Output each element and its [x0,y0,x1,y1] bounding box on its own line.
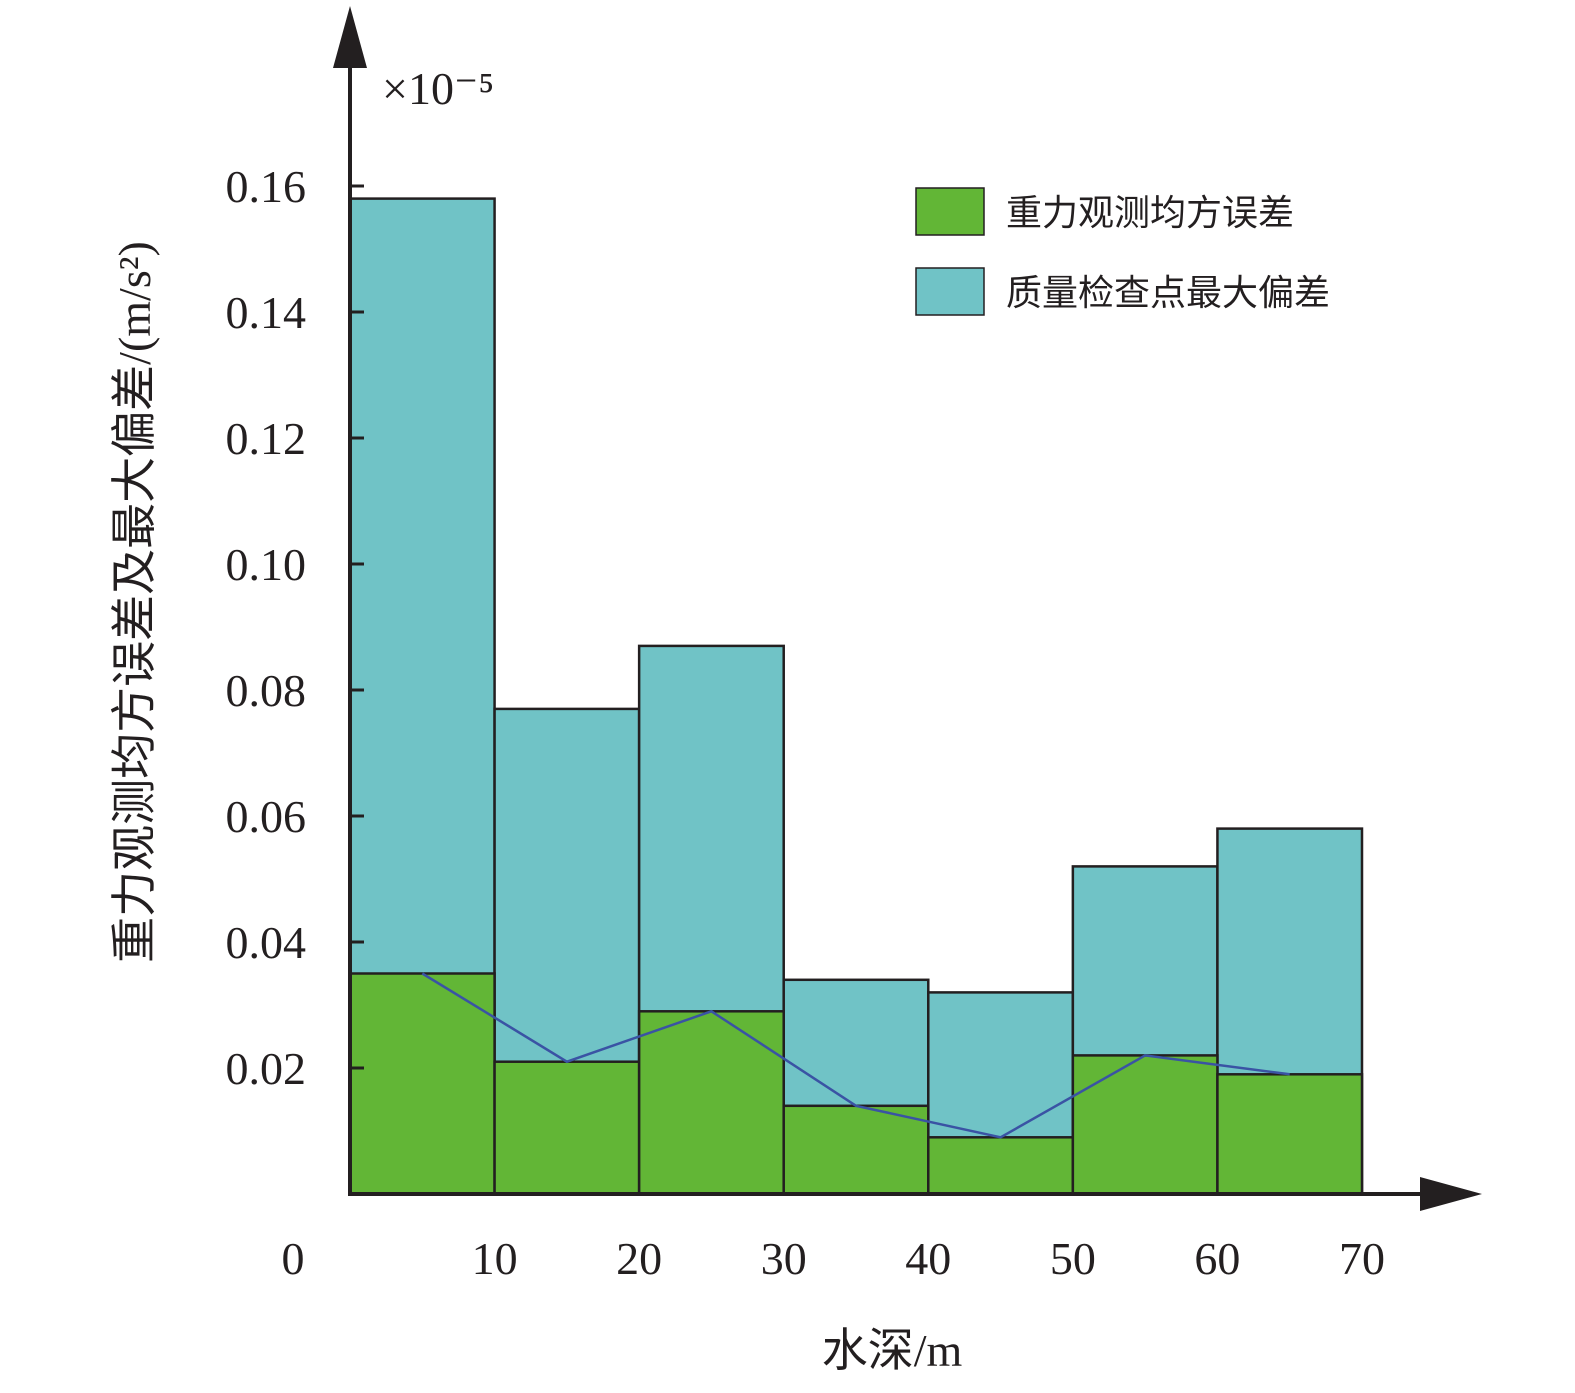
y-tick-label: 0.14 [226,287,307,338]
rmse-bar [927,1136,1075,1196]
x-tick-label: 30 [761,1233,807,1284]
legend: 重力观测均方误差 质量检查点最大偏差 [915,187,1330,316]
rmse-bar [1216,1073,1364,1196]
legend-swatch-rmse [915,187,985,236]
x-tick-label: 60 [1194,1233,1240,1284]
y-ticks: 0.02 0.04 0.06 0.08 0.10 0.12 0.14 0.16 [226,161,364,1094]
x-tick-label: 50 [1050,1233,1096,1284]
x-tick-label: 20 [616,1233,662,1284]
y-multiplier: ×10⁻⁵ [382,63,494,114]
y-tick-label: 0.08 [226,665,307,716]
rmse-bar [1071,1054,1219,1196]
x-tick-label: 0 [282,1233,305,1284]
x-tick-label: 70 [1339,1233,1385,1284]
x-axis-label: 水深/m [822,1325,963,1376]
max-deviation-bars [348,197,1364,1196]
rmse-bar [782,1104,930,1196]
rmse-bar [348,972,496,1196]
y-tick-label: 0.10 [226,539,307,590]
legend-label-rmse: 重力观测均方误差 [1006,193,1294,234]
legend-label-max-deviation: 质量检查点最大偏差 [1006,273,1330,314]
y-tick-label: 0.12 [226,413,307,464]
y-tick-label: 0.04 [226,917,307,968]
y-tick-label: 0.02 [226,1043,307,1094]
x-tick-label: 10 [472,1233,518,1284]
rmse-trend-line [421,972,1290,1139]
y-axis-label: 重力观测均方误差及最大偏差/(m/s²) [109,241,160,963]
legend-swatch-max-deviation [915,267,985,316]
x-axis-arrow [1420,1177,1482,1211]
y-axis-arrow [333,6,367,68]
y-tick-label: 0.16 [226,161,307,212]
y-tick-label: 0.06 [226,791,307,842]
x-tick-label: 40 [905,1233,951,1284]
x-ticks: 0 10 20 30 40 50 60 70 [282,1233,1386,1284]
rmse-bar [493,1060,641,1196]
rmse-bar [637,1010,785,1196]
